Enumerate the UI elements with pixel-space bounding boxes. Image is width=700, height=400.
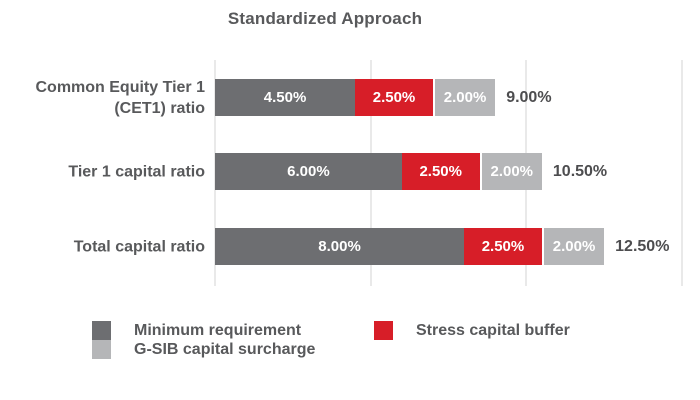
legend: Minimum requirement G-SIB capital surchar… — [0, 321, 700, 381]
bar-segment: 6.00% — [215, 153, 402, 190]
category-label-line: (CET1) ratio — [114, 99, 205, 117]
bar-segment: 8.00% — [215, 228, 465, 265]
chart-title: Standardized Approach — [227, 9, 423, 28]
category-label: Total capital ratio — [0, 236, 205, 257]
bar-row: Total capital ratio 8.00% 2.50% 2.00% 12.50% — [74, 228, 682, 265]
legend-swatch-icon — [374, 321, 393, 340]
plot-area: Common Equity Tier 1 (CET1) ratio 4.50% 2.5… — [35, 60, 683, 286]
bar-segment: 2.00% — [541, 228, 605, 265]
category-label-line: Total capital ratio — [73, 238, 205, 255]
bar-row: Tier 1 capital ratio 6.00% 2.50% 2.00% 10.50… — [68, 153, 682, 190]
bar-segment: 2.50% — [401, 153, 480, 190]
legend-item: Stress capital buffer — [374, 321, 570, 340]
bar-row: Common Equity Tier 1 (CET1) ratio 4.50% 2.5… — [35, 79, 682, 117]
category-label-line: Tier 1 capital ratio — [68, 163, 205, 180]
legend-item: G-SIB capital surcharge — [92, 340, 315, 359]
legend-column: Stress capital buffer — [374, 321, 570, 340]
category-label: Tier 1 capital ratio — [0, 161, 205, 182]
gridline — [681, 60, 683, 286]
legend-item: Minimum requirement — [92, 321, 315, 340]
bar-segment: 2.50% — [355, 79, 433, 116]
bar-segment: 4.50% — [215, 79, 356, 116]
total-label: 9.00% — [506, 88, 552, 106]
bar-segments: 6.00% 2.50% 2.00% — [215, 153, 682, 190]
legend-label: Stress capital buffer — [416, 322, 570, 339]
bar-segments: 4.50% 2.50% 2.00% — [215, 79, 682, 116]
category-label: Common Equity Tier 1 (CET1) ratio — [0, 77, 205, 119]
total-label: 10.50% — [552, 162, 608, 180]
legend-swatch-icon — [92, 321, 111, 340]
category-label-line: Common Equity Tier 1 — [35, 78, 205, 96]
legend-column: Minimum requirement G-SIB capital surchar… — [92, 321, 315, 359]
bar-segment: 2.00% — [432, 79, 496, 116]
bar-segment: 2.50% — [464, 228, 542, 265]
total-label: 12.50% — [615, 237, 670, 255]
legend-label: G-SIB capital surcharge — [134, 341, 316, 358]
legend-swatch-icon — [92, 340, 111, 359]
bar-segments: 8.00% 2.50% 2.00% — [215, 228, 682, 265]
legend-label: Minimum requirement — [134, 322, 302, 339]
bar-segment: 2.00% — [479, 153, 542, 190]
